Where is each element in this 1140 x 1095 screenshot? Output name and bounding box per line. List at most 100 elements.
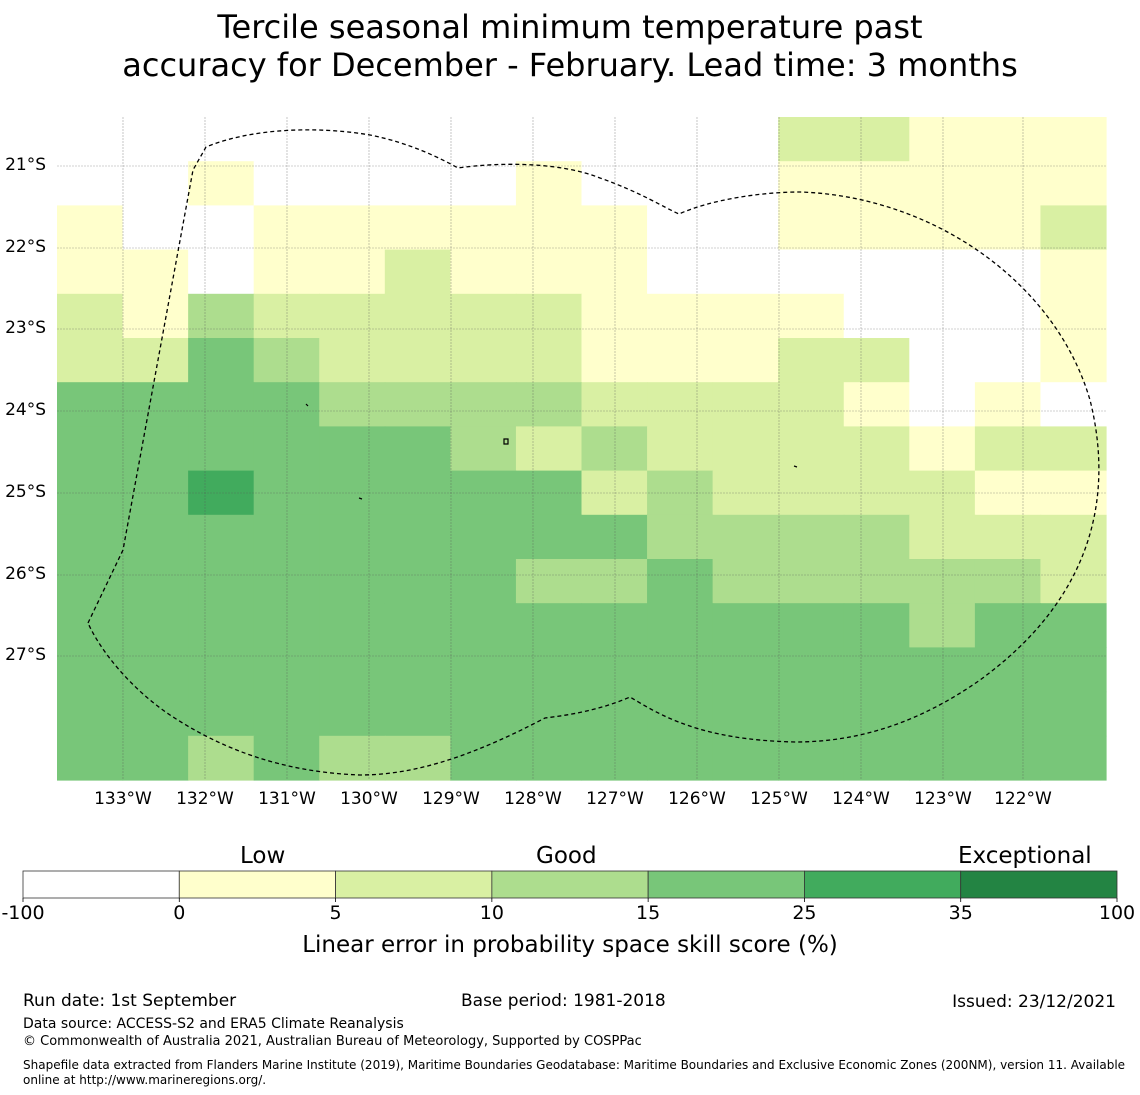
grid-cell [188, 514, 255, 560]
grid-cell [188, 293, 255, 339]
grid-cell [581, 559, 648, 604]
grid-cell [450, 691, 517, 737]
grid-cell [647, 514, 714, 560]
graticule [57, 117, 1106, 780]
grid-cell [450, 559, 517, 604]
grid-cell [122, 249, 189, 295]
grid-cell [57, 293, 124, 339]
grid-cell [319, 426, 386, 472]
grid-cell [122, 205, 189, 251]
map-title-line-1: Tercile seasonal minimum temperature pas… [217, 8, 923, 46]
grid-cell [384, 249, 451, 295]
colorbar-segment [335, 870, 493, 899]
longitude-label: 131°W [258, 789, 316, 809]
grid-cell [843, 249, 910, 295]
grid-cell [1040, 382, 1107, 427]
grid-cell [319, 514, 386, 560]
grid-cell [450, 205, 517, 251]
grid-cell [712, 603, 779, 648]
grid-cell [384, 426, 451, 472]
grid-cell [974, 603, 1042, 648]
grid-cell [384, 514, 451, 560]
grid-cell [319, 249, 386, 295]
grid-cell [122, 426, 189, 472]
grid-cell [319, 338, 386, 383]
grid-cell [319, 382, 386, 427]
grid-cell [515, 249, 583, 295]
grid-cell [1040, 117, 1107, 162]
grid-cell [188, 603, 255, 648]
grid-cell [57, 338, 124, 383]
grid-cell [843, 117, 910, 162]
grid-cell [122, 559, 189, 604]
grid-cell [647, 117, 714, 162]
latitude-label: 26°S [5, 564, 46, 584]
grid-cell [450, 117, 517, 162]
grid-cell [647, 559, 714, 604]
grid-cell [57, 514, 124, 560]
grid-cell [647, 426, 714, 472]
grid-cell [450, 647, 517, 693]
grid-cell [712, 426, 779, 472]
grid-cell [712, 293, 779, 339]
grid-cell [909, 647, 976, 693]
grid-cell [581, 603, 648, 648]
grid-cell [450, 382, 517, 427]
grid-cell [909, 559, 976, 604]
run-date: Run date: 1st September [23, 991, 237, 1011]
longitude-label: 122°W [994, 789, 1052, 809]
grid-cell [1040, 338, 1107, 383]
grid-cell [319, 293, 386, 339]
grid-cell [57, 117, 124, 162]
colorbar-tick-label: 0 [173, 902, 186, 924]
grid-cell [778, 293, 845, 339]
colorbar-segment [491, 870, 649, 899]
grid-cell [384, 161, 451, 206]
grid-cell [778, 161, 845, 206]
grid-cell [647, 293, 714, 339]
grid-cell [319, 161, 386, 206]
longitude-label: 127°W [586, 789, 644, 809]
issued-date: Issued: 23/12/2021 [952, 992, 1116, 1012]
grid-cell [647, 205, 714, 251]
colorbar-heading-good: Good [536, 843, 597, 869]
grid-cell [188, 205, 255, 251]
grid-cell [778, 647, 845, 693]
grid-cell [450, 603, 517, 648]
grid-cell [581, 514, 648, 560]
grid-cell [450, 293, 517, 339]
grid-cell [188, 426, 255, 472]
grid-cell [974, 382, 1042, 427]
grid-cell [515, 514, 583, 560]
grid-cell [188, 117, 255, 162]
grid-cell [974, 559, 1042, 604]
base-period: Base period: 1981-2018 [461, 991, 666, 1011]
grid-cell [57, 735, 124, 781]
grid-cell [1040, 426, 1107, 472]
longitude-label: 130°W [340, 789, 398, 809]
grid-cell [319, 117, 386, 162]
grid-cell [253, 559, 320, 604]
grid-cell [843, 382, 910, 427]
grid-cell [974, 249, 1042, 295]
colorbar-segment [804, 870, 962, 899]
grid-cell [384, 559, 451, 604]
grid-cell [57, 603, 124, 648]
grid-cell [974, 647, 1042, 693]
grid-cell [909, 249, 976, 295]
grid-cell [384, 117, 451, 162]
grid-cell [319, 559, 386, 604]
grid-cell [450, 161, 517, 206]
map-figure [22, 117, 1118, 902]
grid-cell [253, 382, 320, 427]
grid-cell [909, 382, 976, 427]
grid-cell [909, 117, 976, 162]
grid-cell [909, 338, 976, 383]
grid-cell [843, 647, 910, 693]
grid-cell [909, 691, 976, 737]
grid-cell [122, 603, 189, 648]
grid-cell [57, 249, 124, 295]
grid-cell [1040, 293, 1107, 339]
grid-cell [647, 691, 714, 737]
grid-cell [581, 382, 648, 427]
